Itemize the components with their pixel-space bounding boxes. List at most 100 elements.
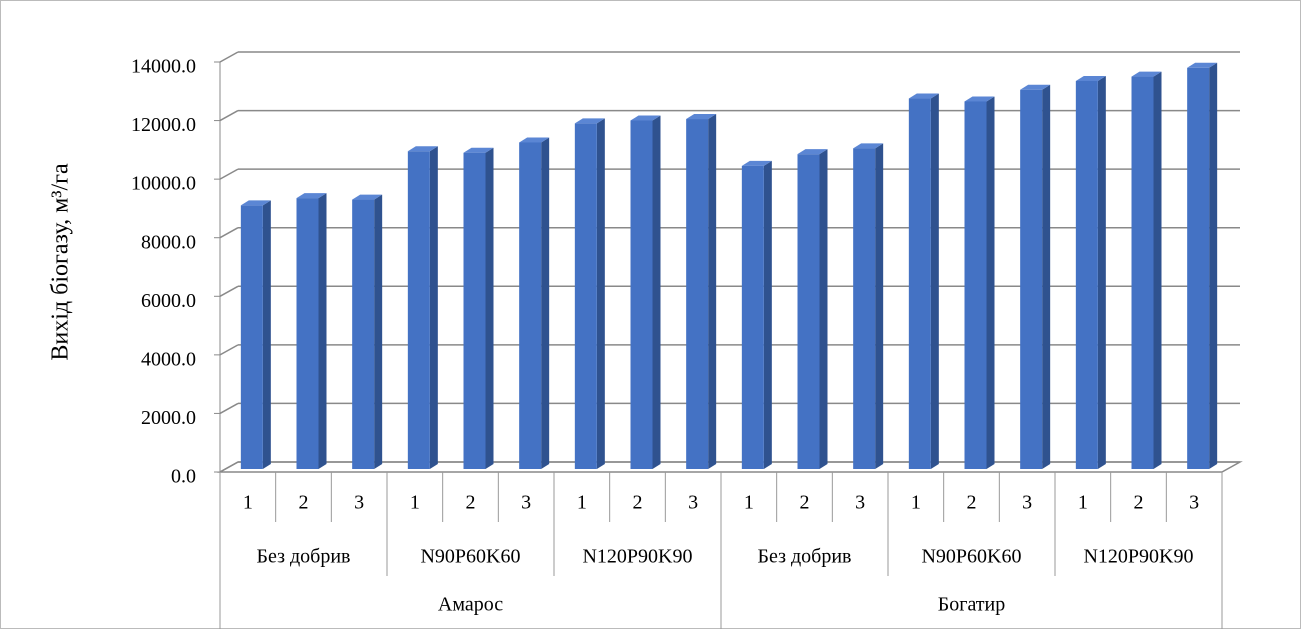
- bar-side: [708, 114, 717, 470]
- bar-top: [407, 146, 438, 152]
- bar-top: [1075, 75, 1106, 81]
- x-tick-label: 3: [354, 492, 364, 514]
- y-tick-label: 2000.0: [141, 407, 196, 429]
- bar-side: [1209, 62, 1218, 470]
- subgroup-label: N90P60K60: [420, 546, 520, 568]
- grid-line-depth: [219, 51, 239, 63]
- bar-top: [519, 137, 550, 143]
- bar-top: [630, 115, 661, 121]
- bar-top: [1020, 84, 1051, 90]
- x-tick-label: 2: [466, 492, 476, 514]
- grid-line-depth: [219, 227, 239, 239]
- bar: [686, 114, 717, 470]
- bar-front: [352, 199, 375, 470]
- bar-top: [741, 160, 772, 166]
- y-tick-label: 8000.0: [141, 231, 196, 253]
- bar: [1187, 62, 1218, 470]
- x-tick-label: 1: [410, 492, 420, 514]
- bar: [1075, 75, 1106, 469]
- subgroup-label: Без добрив: [256, 546, 350, 568]
- bar: [352, 194, 383, 470]
- x-tick-label: 3: [521, 492, 531, 514]
- bar: [964, 96, 995, 469]
- bar-top: [1131, 71, 1162, 77]
- bar: [797, 149, 828, 469]
- bar-side: [374, 194, 383, 470]
- bar-side: [1153, 71, 1162, 470]
- bar: [240, 200, 271, 469]
- bar-top: [352, 194, 383, 200]
- bar: [463, 147, 494, 469]
- bar: [407, 146, 438, 469]
- bar: [1020, 84, 1051, 469]
- subgroup-label: N90P60K60: [921, 546, 1021, 568]
- subgroup-label: N120P90K90: [582, 546, 692, 568]
- x-tick-label: 1: [911, 492, 921, 514]
- subgroup-label: Без добрив: [757, 546, 851, 568]
- x-tick-label: 2: [967, 492, 977, 514]
- bar-front: [240, 205, 263, 469]
- bar: [1131, 71, 1162, 470]
- grid-line-depth: [219, 168, 239, 180]
- bar: [519, 137, 550, 469]
- x-tick-label: 3: [855, 492, 865, 514]
- bar-top: [463, 147, 494, 153]
- bar-side: [596, 118, 605, 469]
- bar-top: [908, 93, 939, 99]
- x-tick-label: 3: [1022, 492, 1032, 514]
- bar: [296, 193, 327, 469]
- bar-top: [240, 200, 271, 206]
- grid-line-depth: [219, 285, 239, 297]
- bar-front: [1020, 89, 1043, 469]
- bar-top: [797, 149, 828, 155]
- bar-side: [875, 143, 884, 470]
- bar-top: [964, 96, 995, 102]
- bar-side: [763, 160, 772, 469]
- bar-side: [541, 137, 550, 469]
- bar-side: [318, 193, 327, 469]
- y-tick-label: 10000.0: [131, 173, 196, 195]
- bar-front: [908, 98, 931, 470]
- bar-front: [630, 120, 653, 469]
- subgroup-label: N120P90K90: [1083, 546, 1193, 568]
- bar-side: [930, 93, 939, 470]
- bar-front: [964, 101, 987, 469]
- bar-front: [407, 151, 430, 469]
- bar: [574, 118, 605, 469]
- bar-front: [853, 148, 876, 470]
- bar-top: [853, 143, 884, 149]
- bar: [908, 93, 939, 470]
- y-tick-label: 12000.0: [131, 114, 196, 136]
- bar: [853, 143, 884, 470]
- grid-line-depth: [219, 344, 239, 356]
- group-label: Амарос: [438, 594, 503, 616]
- x-tick-label: 1: [243, 492, 253, 514]
- bar-front: [1075, 80, 1098, 469]
- bar-front: [686, 119, 709, 470]
- bar-side: [1097, 75, 1106, 469]
- bar-front: [797, 154, 820, 469]
- bar-side: [1042, 84, 1051, 469]
- bar: [741, 160, 772, 469]
- bar-side: [429, 146, 438, 469]
- y-tick-label: 4000.0: [141, 348, 196, 370]
- bar-front: [519, 142, 542, 469]
- x-tick-label: 2: [800, 492, 810, 514]
- bar-side: [262, 200, 271, 469]
- bar-top: [1187, 62, 1218, 68]
- bar-side: [819, 149, 828, 469]
- y-tick-label: 6000.0: [141, 290, 196, 312]
- x-tick-label: 1: [577, 492, 587, 514]
- x-tick-label: 3: [688, 492, 698, 514]
- y-axis-label: Вихід біогазу, м³/га: [48, 163, 74, 361]
- bar-front: [463, 152, 486, 469]
- bar-front: [1131, 76, 1154, 470]
- x-tick-label: 2: [1134, 492, 1144, 514]
- y-tick-label: 14000.0: [131, 56, 196, 78]
- bar-front: [574, 123, 597, 469]
- x-tick-label: 1: [744, 492, 754, 514]
- x-tick-label: 2: [633, 492, 643, 514]
- x-tick-label: 3: [1189, 492, 1199, 514]
- bar-front: [296, 198, 319, 469]
